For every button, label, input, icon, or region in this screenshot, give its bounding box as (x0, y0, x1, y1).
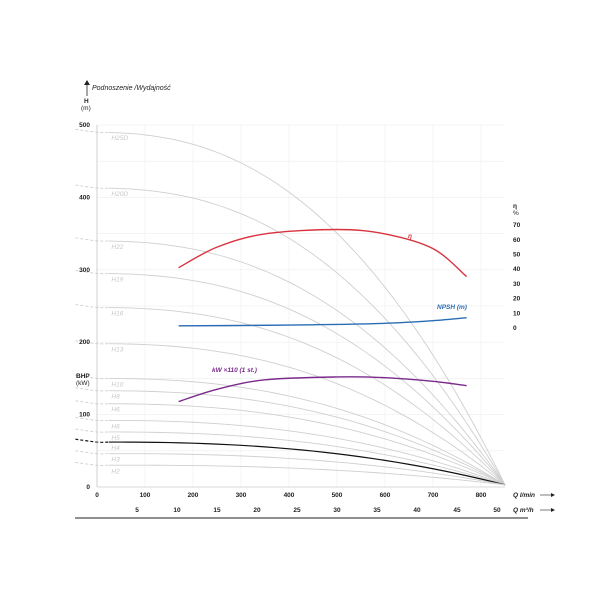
head-curve (108, 403, 506, 486)
x-tick-label: 200 (188, 492, 199, 499)
head-curve (108, 441, 506, 486)
x2-tick-label: 20 (253, 507, 261, 514)
x-tick-label: 0 (95, 492, 99, 499)
power-curve (178, 376, 467, 403)
x-tick-label: 400 (284, 492, 295, 499)
head-curve (108, 453, 506, 486)
x2-tick-label: 15 (213, 507, 221, 514)
x-axis-arrow-head (551, 493, 555, 497)
y-tick-label: 100 (79, 412, 90, 419)
x-tick-label: 700 (428, 492, 439, 499)
x2-tick-label: 10 (173, 507, 181, 514)
head-curve (108, 431, 506, 486)
head-curve (108, 132, 506, 486)
head-curve-dashed (75, 184, 110, 189)
head-curve-label: H22 (111, 244, 123, 251)
eta-tick-label: 50 (513, 252, 521, 259)
eta-axis-label: η (513, 203, 517, 210)
bhp-axis-unit: (kW) (76, 380, 90, 387)
head-curve (108, 240, 506, 486)
y-axis-arrow-head (84, 80, 90, 85)
head-curve (108, 187, 506, 486)
x-axis-label-m3h: Q m³/h (513, 507, 534, 514)
x-tick-label: 100 (140, 492, 151, 499)
x2-tick-label: 50 (493, 507, 501, 514)
head-curve-label: H2 (111, 468, 120, 475)
head-curve (108, 390, 506, 486)
eta-tick-label: 40 (513, 266, 521, 273)
head-curve-dashed (75, 128, 110, 133)
y-tick-label: 200 (79, 339, 90, 346)
x2-tick-label: 5 (135, 507, 139, 514)
y-axis-label: H (84, 98, 89, 105)
efficiency-label: η (408, 233, 412, 240)
x-tick-label: 800 (476, 492, 487, 499)
head-curve-dashed (75, 450, 110, 455)
head-curve-label: H6 (111, 423, 120, 430)
x-tick-label: 500 (332, 492, 343, 499)
head-curve-label: H25D (111, 135, 128, 142)
npsh-curve (178, 317, 467, 327)
y-tick-label: 0 (86, 484, 90, 491)
y-axis-unit: (m) (81, 105, 91, 112)
head-curve (108, 377, 506, 486)
head-curve-label: H6 (111, 407, 120, 414)
head-curve-label: H5 (111, 435, 120, 442)
head-curve-label: H10 (111, 381, 123, 388)
x-tick-label: 600 (380, 492, 391, 499)
head-curve (108, 273, 506, 486)
chart-title: Podnoszenie /Wydajność (92, 85, 171, 92)
head-curve-label: H16 (111, 310, 123, 317)
head-curve-dashed (75, 237, 110, 242)
eta-tick-label: 60 (513, 237, 521, 244)
head-curve-label: H19 (111, 276, 123, 283)
x-axis-label-lmin: Q l/min (513, 492, 535, 499)
x2-tick-label: 35 (373, 507, 381, 514)
head-curve-dashed (75, 438, 110, 443)
eta-tick-label: 70 (513, 222, 521, 229)
x-tick-label: 300 (236, 492, 247, 499)
performance-series: η NPSH (m) kW ×110 (1 st.) (178, 228, 468, 403)
bhp-axis-label: BHP (76, 373, 90, 380)
npsh-label: NPSH (m) (437, 304, 467, 311)
efficiency-curve (178, 228, 468, 278)
head-curve-label: H20D (111, 191, 128, 198)
eta-tick-label: 0 (513, 325, 517, 332)
head-curve-label: H3 (111, 457, 120, 464)
head-curve (108, 343, 506, 486)
head-curve-dashed (75, 400, 110, 405)
labels: Podnoszenie /Wydajność H (m) BHP (kW) η … (76, 85, 535, 514)
x2-tick-label: 40 (413, 507, 421, 514)
x2-axis-arrow-head (551, 508, 555, 512)
eta-tick-label: 20 (513, 296, 521, 303)
head-curve (108, 464, 506, 486)
eta-axis-unit: % (513, 210, 519, 217)
x2-tick-label: 45 (453, 507, 461, 514)
y-tick-label: 400 (79, 194, 90, 201)
head-curve-dashed (75, 461, 110, 466)
x2-tick-label: 25 (293, 507, 301, 514)
eta-tick-label: 10 (513, 310, 521, 317)
head-curve (108, 307, 506, 486)
y-tick-label: 300 (79, 267, 90, 274)
head-curve-label: H4 (111, 445, 120, 452)
head-curve-label: H13 (111, 347, 123, 354)
y-tick-label: 500 (79, 122, 90, 129)
power-label: kW ×110 (1 st.) (212, 367, 257, 374)
x2-tick-label: 30 (333, 507, 341, 514)
head-curve-dashed (75, 428, 110, 433)
head-curve-dashed (75, 387, 110, 392)
head-curve-label: H8 (111, 394, 120, 401)
head-curve (108, 419, 506, 486)
eta-tick-label: 30 (513, 281, 521, 288)
